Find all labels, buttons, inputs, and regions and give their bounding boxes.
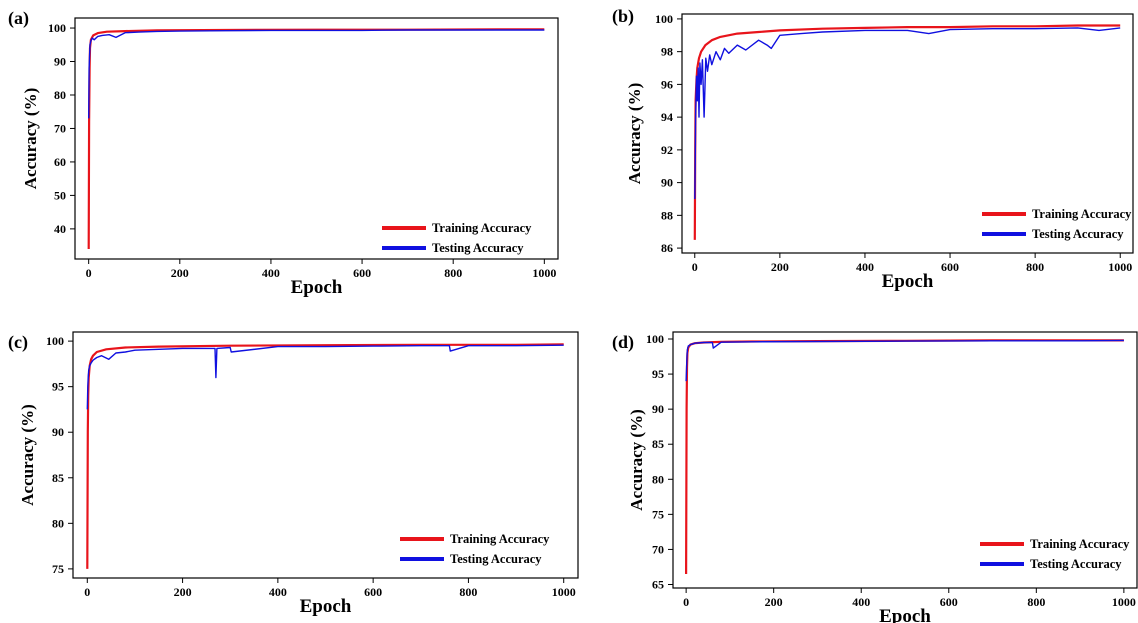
x-axis-label: Epoch (879, 606, 931, 623)
legend-label-testing: Testing Accuracy (450, 552, 542, 566)
x-tick-label: 1000 (552, 585, 576, 599)
x-tick-label: 800 (1026, 260, 1044, 274)
x-tick-label: 600 (940, 595, 958, 609)
training-accuracy-line (87, 28, 545, 250)
x-axis-label: Epoch (291, 277, 343, 298)
y-tick-label: 94 (661, 110, 673, 124)
chart-panel-c: (c) 0 200 400 600 800 1000 75 80 85 90 95 100 Epoch Ac… (8, 331, 579, 617)
y-axis-label: Accuracy (%) (627, 409, 646, 511)
x-tick-label: 1000 (532, 266, 556, 280)
plot-frame (681, 13, 1134, 254)
y-tick-label: 98 (661, 45, 673, 59)
testing-accuracy-line (694, 27, 1121, 200)
y-tick-label: 95 (52, 380, 64, 394)
chart-panel-a: (a) 0 200 400 600 800 1000 40 50 60 70 80 90 100 Epoch… (8, 8, 559, 298)
y-axis-label: Accuracy (%) (625, 83, 644, 185)
y-tick-label: 92 (661, 143, 673, 157)
y-tick-label: 40 (54, 222, 66, 236)
chart-panel-b: (b) 0 200 400 600 800 1000 86 88 90 92 94 96 98 100 Epo… (612, 6, 1134, 292)
x-tick-label: 600 (353, 266, 371, 280)
x-tick-label: 400 (262, 266, 280, 280)
y-tick-label: 80 (54, 88, 66, 102)
y-tick-label: 90 (652, 402, 664, 416)
y-tick-label: 95 (652, 367, 664, 381)
x-tick-label: 0 (683, 595, 689, 609)
y-axis-label: Accuracy (%) (21, 88, 40, 190)
x-tick-label: 0 (84, 585, 90, 599)
x-tick-label: 600 (941, 260, 959, 274)
testing-accuracy-line (88, 29, 545, 119)
y-tick-label: 100 (655, 12, 673, 26)
x-tick-label: 1000 (1108, 260, 1132, 274)
y-tick-label: 100 (48, 21, 66, 35)
y-tick-label: 85 (52, 471, 64, 485)
x-tick-label: 400 (852, 595, 870, 609)
y-tick-label: 100 (46, 334, 64, 348)
y-tick-label: 85 (652, 437, 664, 451)
y-tick-label: 90 (661, 176, 673, 190)
x-tick-label: 0 (692, 260, 698, 274)
y-tick-label: 80 (652, 472, 664, 486)
y-tick-label: 70 (652, 542, 664, 556)
y-tick-label: 100 (646, 332, 664, 346)
y-tick-label: 75 (52, 562, 64, 576)
y-tick-label: 65 (652, 577, 664, 591)
x-tick-label: 200 (771, 260, 789, 274)
x-tick-label: 400 (856, 260, 874, 274)
legend-label-training: Training Accuracy (1030, 537, 1130, 551)
y-tick-label: 80 (52, 516, 64, 530)
x-tick-label: 400 (269, 585, 287, 599)
x-axis-label: Epoch (300, 596, 352, 617)
x-tick-label: 800 (444, 266, 462, 280)
plot-frame (74, 17, 559, 260)
y-tick-label: 90 (54, 55, 66, 69)
legend-label-training: Training Accuracy (1032, 207, 1132, 221)
x-tick-label: 600 (364, 585, 382, 599)
y-tick-label: 50 (54, 188, 66, 202)
x-axis-label: Epoch (882, 271, 934, 292)
panel-tag: (a) (8, 8, 29, 29)
legend-label-training: Training Accuracy (450, 532, 550, 546)
x-tick-label: 800 (1027, 595, 1045, 609)
y-tick-label: 96 (661, 77, 673, 91)
x-tick-label: 200 (171, 266, 189, 280)
plot-frame (672, 331, 1138, 589)
legend-label-testing: Testing Accuracy (432, 241, 524, 255)
panel-tag: (b) (612, 6, 634, 27)
y-tick-label: 70 (54, 121, 66, 135)
chart-panel-d: (d) 0 200 400 600 800 1000 65 70 75 80 85 90 95 100 Epo… (612, 331, 1138, 623)
x-tick-label: 1000 (1112, 595, 1136, 609)
testing-accuracy-line (685, 339, 1124, 382)
y-axis-label: Accuracy (%) (18, 404, 37, 506)
legend-label-training: Training Accuracy (432, 221, 532, 235)
y-tick-label: 88 (661, 208, 673, 222)
testing-accuracy-line (86, 344, 564, 410)
x-tick-label: 800 (459, 585, 477, 599)
panel-tag: (d) (612, 332, 634, 353)
y-tick-label: 75 (652, 507, 664, 521)
y-tick-label: 86 (661, 241, 673, 255)
legend-label-testing: Testing Accuracy (1030, 557, 1122, 571)
y-tick-label: 60 (54, 155, 66, 169)
x-tick-label: 0 (86, 266, 92, 280)
y-tick-label: 90 (52, 425, 64, 439)
legend-label-testing: Testing Accuracy (1032, 227, 1124, 241)
x-tick-label: 200 (765, 595, 783, 609)
panel-tag: (c) (8, 332, 28, 353)
plot-frame (72, 331, 579, 579)
x-tick-label: 200 (174, 585, 192, 599)
